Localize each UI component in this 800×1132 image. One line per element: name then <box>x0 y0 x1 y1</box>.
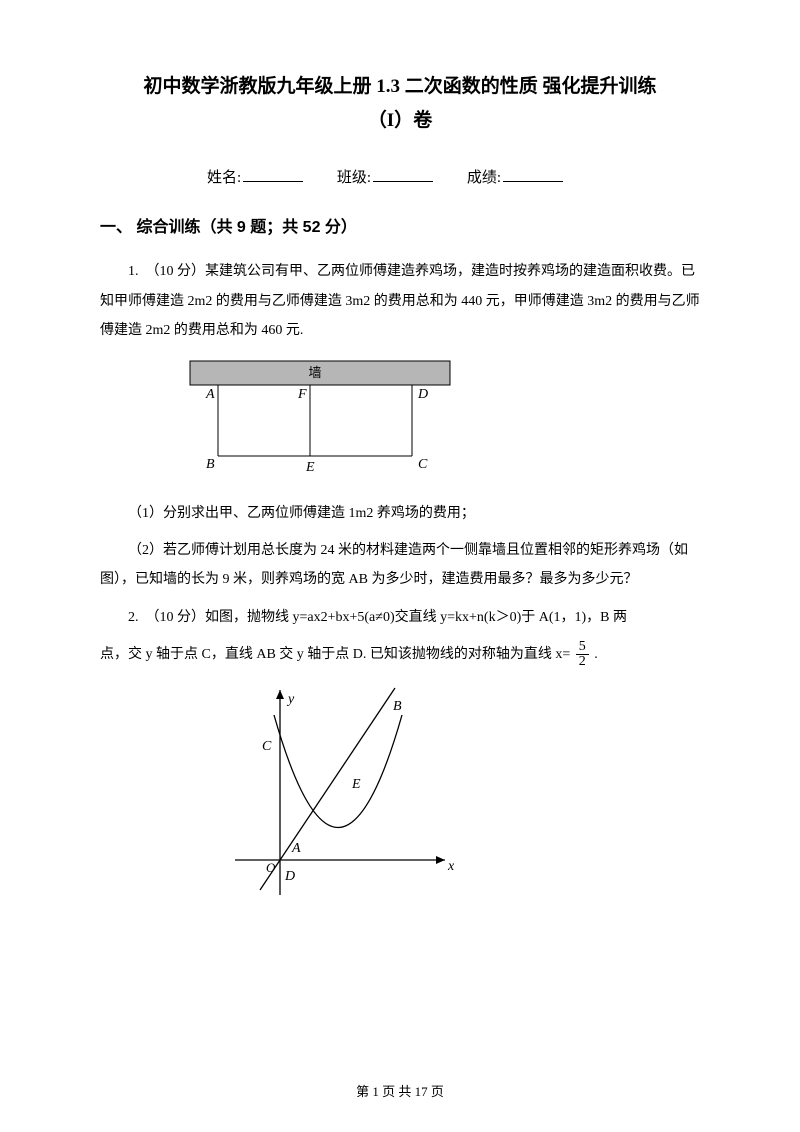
class-label: 班级: <box>337 170 371 186</box>
frac-den: 2 <box>576 655 589 669</box>
point-D2: D <box>284 869 295 884</box>
point-A: A <box>205 387 215 402</box>
y-label: y <box>286 692 295 707</box>
score-blank[interactable] <box>503 168 563 182</box>
frac-num: 5 <box>576 640 589 655</box>
footer-mid: 页 共 <box>379 1084 415 1099</box>
name-blank[interactable] <box>243 168 303 182</box>
q1-sub1: （1）分别求出甲、乙两位师傅建造 1m2 养鸡场的费用； <box>100 499 700 528</box>
name-label: 姓名: <box>207 170 241 186</box>
q2-line2-prefix: 点，交 y 轴于点 C，直线 AB 交 y 轴于点 D. 已知该抛物线的对称轴为… <box>100 647 570 662</box>
title-line-1: 初中数学浙教版九年级上册 1.3 二次函数的性质 强化提升训练 <box>100 70 700 104</box>
point-O: O <box>266 860 276 875</box>
q2-line2-suffix: . <box>594 647 598 662</box>
parabola <box>274 715 402 828</box>
student-info-row: 姓名: 班级: 成绩: <box>100 166 700 187</box>
title-line-2: （I）卷 <box>100 104 700 138</box>
point-B: B <box>206 457 215 472</box>
footer-suffix: 页 <box>428 1084 444 1099</box>
point-F: F <box>297 387 307 402</box>
q1-sub2-line1: （2）若乙师傅计划用总长度为 24 米的材料建造两个一侧靠墙且位置相邻的矩形养鸡… <box>100 536 700 595</box>
class-blank[interactable] <box>373 168 433 182</box>
section-heading: 一、 综合训练（共 9 题；共 52 分） <box>100 213 700 237</box>
q1-figure: 墙 A F D B E C <box>180 356 700 481</box>
q2-fraction: 5 2 <box>576 640 589 669</box>
wall-label: 墙 <box>308 365 321 380</box>
footer-total: 17 <box>415 1084 428 1099</box>
score-label: 成绩: <box>467 170 501 186</box>
point-B2: B <box>393 699 402 714</box>
point-C: C <box>418 457 428 472</box>
point-C2: C <box>262 739 272 754</box>
point-A2: A <box>291 841 301 856</box>
q1-intro: 1. （10 分）某建筑公司有甲、乙两位师傅建造养鸡场，建造时按养鸡场的建造面积… <box>100 257 700 345</box>
q2-line1: 2. （10 分）如图，抛物线 y=ax2+bx+5(a≠0)交直线 y=kx+… <box>100 603 700 632</box>
q2-figure: y x O C D A E B <box>230 680 700 915</box>
point-D: D <box>417 387 428 402</box>
x-label: x <box>447 859 455 874</box>
page-footer: 第 1 页 共 17 页 <box>0 1081 800 1100</box>
point-E: E <box>305 460 315 475</box>
point-E2: E <box>351 777 361 792</box>
footer-prefix: 第 <box>356 1084 372 1099</box>
q2-line2: 点，交 y 轴于点 C，直线 AB 交 y 轴于点 D. 已知该抛物线的对称轴为… <box>100 640 700 669</box>
